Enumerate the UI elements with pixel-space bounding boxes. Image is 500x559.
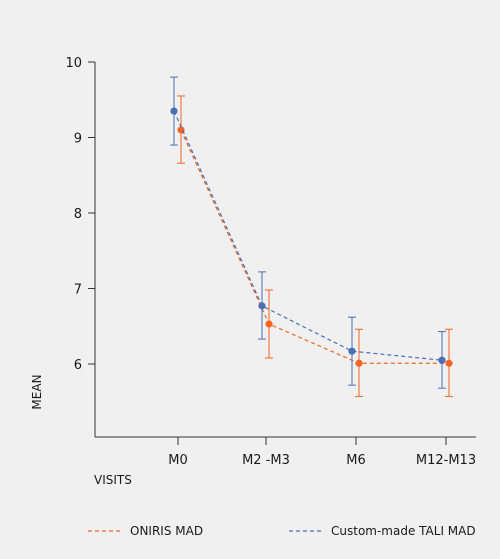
y-tick-label-9: 9	[74, 132, 82, 147]
series-line-1	[173, 110, 443, 361]
data-point-1-0	[170, 107, 178, 115]
y-axis-ticks: 6 7 8 9 10	[65, 56, 95, 373]
x-tick-label-2: M6	[346, 453, 366, 468]
legend: ONIRIS MAD Custom-made TALI MAD	[88, 524, 476, 538]
series-0	[177, 95, 453, 397]
y-tick-label-8: 8	[74, 207, 82, 222]
data-point-0-1	[265, 320, 273, 328]
data-point-0-3	[445, 359, 453, 367]
series-line-0	[180, 129, 449, 364]
x-tick-label-3: M12-M13	[416, 453, 476, 468]
axes	[94, 62, 476, 438]
y-tick-label-6: 6	[74, 358, 82, 373]
series-1	[170, 76, 446, 389]
x-tick-label-0: M0	[168, 453, 188, 468]
legend-label-0: ONIRIS MAD	[130, 524, 203, 538]
x-tick-label-1: M2 -M3	[242, 453, 290, 468]
y-tick-label-10: 10	[65, 56, 82, 71]
data-point-0-2	[355, 359, 363, 367]
x-axis-ticks: M0 M2 -M3 M6 M12-M13	[168, 437, 476, 468]
x-axis-title: VISITS	[94, 473, 132, 487]
y-tick-label-7: 7	[74, 283, 82, 298]
data-point-1-2	[348, 347, 356, 355]
y-axis-title: MEAN	[30, 374, 44, 409]
series-layer	[170, 76, 453, 397]
legend-label-1: Custom-made TALI MAD	[331, 524, 476, 538]
data-point-1-1	[258, 302, 266, 310]
data-point-1-3	[438, 356, 446, 364]
